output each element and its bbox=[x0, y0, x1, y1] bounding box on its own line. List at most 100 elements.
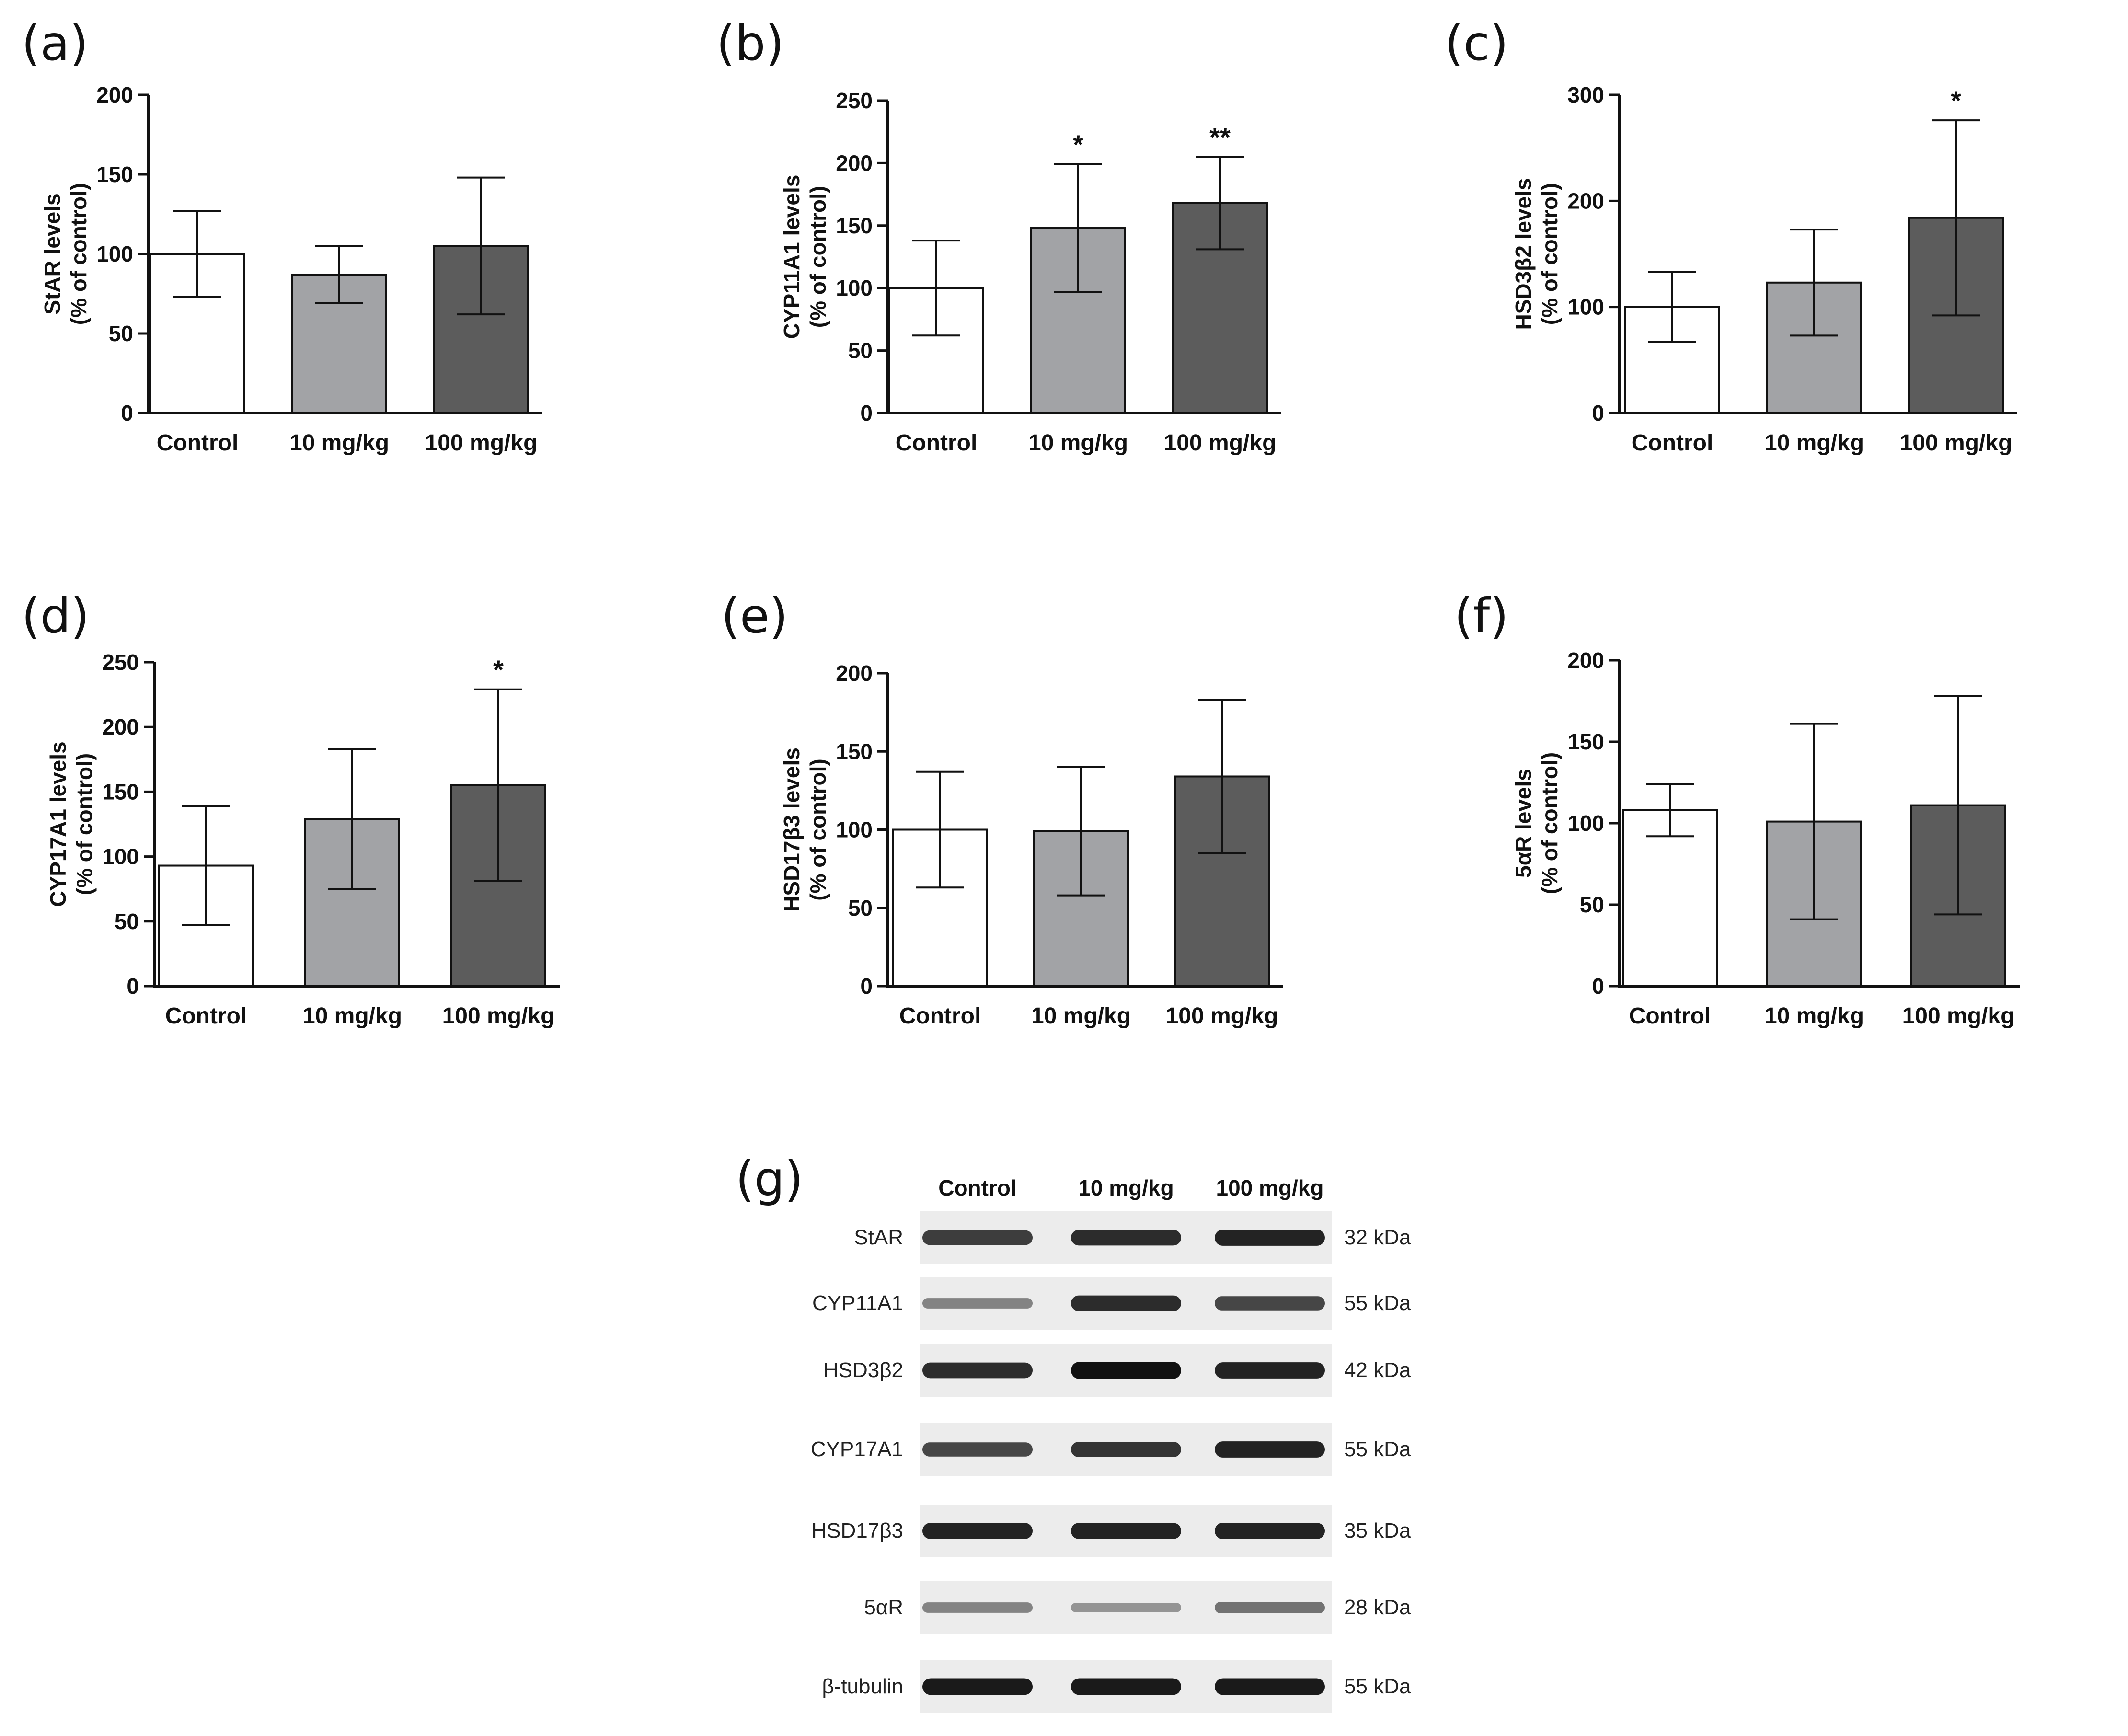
y-tick-label: 0 bbox=[1592, 401, 1604, 425]
y-tick-label: 250 bbox=[836, 88, 873, 113]
blot-band bbox=[1071, 1678, 1181, 1695]
x-tick-label: 100 mg/kg bbox=[1164, 430, 1277, 456]
y-tick-label: 200 bbox=[836, 150, 873, 175]
blot-row: StAR 32 kDa bbox=[854, 1211, 1411, 1264]
blot-band bbox=[1071, 1230, 1181, 1246]
y-tick-label: 200 bbox=[96, 82, 133, 107]
blot-lane-label: 10 mg/kg bbox=[1078, 1175, 1173, 1200]
y-tick-label: 150 bbox=[96, 162, 133, 187]
y-tick-label: 50 bbox=[109, 321, 133, 346]
y-axis-label: 5αR levels bbox=[1511, 769, 1536, 878]
y-tick-label: 150 bbox=[836, 739, 873, 764]
y-axis-label: HSD3β2 levels bbox=[1511, 178, 1536, 330]
y-tick-label: 150 bbox=[1567, 729, 1604, 754]
x-tick-label: 10 mg/kg bbox=[302, 1003, 402, 1029]
x-tick-label: Control bbox=[896, 430, 978, 456]
y-tick-label: 100 bbox=[836, 817, 873, 842]
x-tick-label: Control bbox=[1632, 430, 1714, 456]
blot-band bbox=[1215, 1678, 1325, 1695]
blot-protein-label: CYP11A1 bbox=[812, 1291, 903, 1315]
y-tick-label: 0 bbox=[127, 974, 139, 999]
y-tick-label: 0 bbox=[1592, 974, 1604, 999]
chart-panel: (e) 0 50 100 150 200 Control 10 mg/kg 100 mg/kg H… bbox=[721, 588, 1283, 1029]
blot-band bbox=[922, 1523, 1033, 1539]
blot-row: HSD3β2 42 kDa bbox=[823, 1344, 1411, 1397]
blot-band bbox=[1215, 1230, 1325, 1246]
blot-row: CYP17A1 55 kDa bbox=[811, 1423, 1411, 1476]
y-tick-label: 250 bbox=[102, 650, 139, 675]
y-tick-label: 100 bbox=[96, 241, 133, 266]
blot-band bbox=[1071, 1523, 1181, 1539]
x-tick-label: 10 mg/kg bbox=[289, 430, 389, 456]
y-axis-label-units: (% of control) bbox=[72, 753, 97, 895]
y-tick-label: 150 bbox=[836, 213, 873, 238]
blot-band bbox=[1215, 1296, 1325, 1311]
y-axis-label-units: (% of control) bbox=[66, 183, 91, 325]
y-axis-label: StAR levels bbox=[40, 193, 65, 314]
x-tick-label: Control bbox=[1629, 1003, 1711, 1029]
y-tick-label: 50 bbox=[1580, 892, 1604, 917]
blot-band bbox=[922, 1602, 1033, 1613]
blot-lane-label: Control bbox=[938, 1175, 1017, 1200]
y-axis-label-units: (% of control) bbox=[805, 186, 830, 328]
chart-panel: (d) * 0 50 100 150 200 250 Control 10 mg/kg 100 mg… bbox=[22, 588, 560, 1029]
blot-lane-label: 100 mg/kg bbox=[1216, 1175, 1324, 1200]
y-axis-label: CYP17A1 levels bbox=[46, 741, 70, 907]
blot-band bbox=[1071, 1295, 1181, 1311]
bar bbox=[304, 818, 400, 987]
y-tick-label: 150 bbox=[102, 779, 139, 804]
x-tick-label: 10 mg/kg bbox=[1031, 1003, 1131, 1029]
blot-row: β-tubulin 55 kDa bbox=[822, 1660, 1411, 1713]
blot-band bbox=[1071, 1603, 1181, 1612]
bar bbox=[1622, 809, 1718, 988]
y-tick-label: 100 bbox=[836, 276, 873, 300]
x-tick-label: 100 mg/kg bbox=[1166, 1003, 1278, 1029]
y-tick-label: 0 bbox=[860, 974, 873, 999]
blot-protein-label: β-tubulin bbox=[822, 1675, 903, 1698]
panel-letter: (a) bbox=[22, 15, 88, 71]
x-tick-label: Control bbox=[157, 430, 239, 456]
y-tick-label: 100 bbox=[102, 844, 139, 869]
blot-band bbox=[1215, 1441, 1325, 1458]
x-tick-label: 100 mg/kg bbox=[1902, 1003, 2015, 1029]
y-axis-label-units: (% of control) bbox=[1537, 752, 1562, 894]
x-tick-label: 100 mg/kg bbox=[425, 430, 538, 456]
blot-band bbox=[922, 1442, 1033, 1457]
y-tick-label: 50 bbox=[115, 909, 139, 934]
blot-band bbox=[922, 1230, 1033, 1245]
blot-size-label: 55 kDa bbox=[1344, 1291, 1411, 1315]
blot-band bbox=[1215, 1523, 1325, 1539]
y-tick-label: 200 bbox=[102, 714, 139, 739]
y-tick-label: 0 bbox=[860, 401, 873, 425]
significance-mark: * bbox=[493, 655, 504, 685]
x-tick-label: 10 mg/kg bbox=[1764, 1003, 1864, 1029]
blot-size-label: 32 kDa bbox=[1344, 1226, 1411, 1249]
blot-band bbox=[1071, 1442, 1181, 1457]
blot-band bbox=[1071, 1362, 1181, 1379]
chart-panel: (f) 0 50 100 150 200 Control 10 mg/kg 100 mg/kg 5… bbox=[1454, 588, 2020, 1029]
blot-row: CYP11A1 55 kDa bbox=[812, 1277, 1411, 1330]
x-tick-label: Control bbox=[165, 1003, 247, 1029]
x-tick-label: 10 mg/kg bbox=[1028, 430, 1128, 456]
blot-band bbox=[1215, 1602, 1325, 1613]
bar-charts: (a) 0 50 100 150 200 Control 10 mg/kg 100 mg/kg S… bbox=[22, 15, 2020, 1029]
x-tick-label: 10 mg/kg bbox=[1764, 430, 1864, 456]
blot-row: HSD17β3 35 kDa bbox=[811, 1505, 1411, 1557]
y-tick-label: 200 bbox=[836, 661, 873, 686]
blot-protein-label: StAR bbox=[854, 1226, 903, 1249]
blot-band bbox=[922, 1298, 1033, 1309]
panel-letter: (c) bbox=[1445, 15, 1508, 71]
significance-mark: * bbox=[1073, 129, 1083, 160]
western-blot: (g) Control 10 mg/kg 100 mg/kg StAR 32 kDa CYP… bbox=[736, 1151, 1411, 1713]
blot-band bbox=[922, 1678, 1033, 1695]
y-tick-label: 50 bbox=[848, 896, 873, 920]
panel-letter: (b) bbox=[716, 15, 784, 71]
blot-protein-label: 5αR bbox=[864, 1596, 903, 1619]
significance-mark: ** bbox=[1209, 122, 1231, 152]
panel-letter: (e) bbox=[721, 588, 788, 644]
blot-size-label: 55 kDa bbox=[1344, 1437, 1411, 1461]
blot-row: 5αR 28 kDa bbox=[864, 1581, 1411, 1634]
y-tick-label: 200 bbox=[1567, 188, 1604, 213]
blot-size-label: 28 kDa bbox=[1344, 1596, 1411, 1619]
